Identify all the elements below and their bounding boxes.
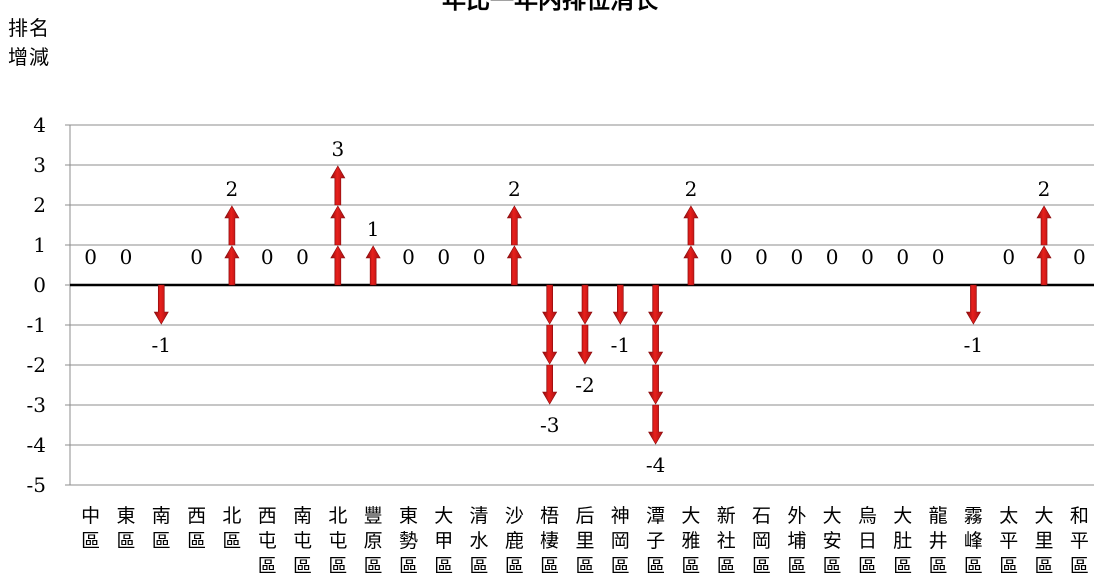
up-arrow <box>224 245 240 286</box>
data-label: 2 <box>226 177 239 201</box>
up-arrow <box>330 245 346 286</box>
data-label: 0 <box>261 245 274 269</box>
down-arrow <box>577 324 593 365</box>
data-label: 0 <box>1073 245 1086 269</box>
x-tick-label: 大肚區 <box>893 505 912 577</box>
data-label: 0 <box>826 245 839 269</box>
data-label: 0 <box>437 245 450 269</box>
data-label: -2 <box>575 373 594 397</box>
y-tick-label: -3 <box>27 393 46 417</box>
x-tick-label: 和平區 <box>1070 505 1089 577</box>
x-tick-label: 潭子區 <box>646 505 665 577</box>
down-arrow <box>542 364 558 405</box>
y-tick-label: 2 <box>33 193 46 217</box>
arrows <box>153 165 1052 445</box>
data-label: -1 <box>152 333 171 357</box>
chart-title: 年比一年内排位消长 <box>0 0 1100 12</box>
down-arrow <box>965 284 981 325</box>
down-arrow <box>648 324 664 365</box>
data-label: 2 <box>685 177 698 201</box>
x-tick-label: 神岡區 <box>611 505 630 577</box>
data-label: 0 <box>932 245 945 269</box>
data-label: 3 <box>331 137 344 161</box>
data-label: 1 <box>367 217 380 241</box>
data-label: 0 <box>296 245 309 269</box>
up-arrow <box>1036 245 1052 286</box>
y-tick-label: 4 <box>33 113 46 137</box>
down-arrow <box>577 284 593 325</box>
up-arrow <box>1036 205 1052 246</box>
y-tick-label: -1 <box>27 313 46 337</box>
data-label: 0 <box>720 245 733 269</box>
x-tick-label: 梧棲區 <box>540 505 559 577</box>
down-arrow <box>648 404 664 445</box>
x-tick-label: 石岡區 <box>752 505 771 577</box>
data-label: 0 <box>190 245 203 269</box>
data-label: 2 <box>1038 177 1051 201</box>
x-tick-label: 清水區 <box>470 505 489 577</box>
down-arrow <box>648 364 664 405</box>
data-label: 0 <box>473 245 486 269</box>
down-arrow <box>542 284 558 325</box>
up-arrow <box>683 205 699 246</box>
up-arrow <box>506 245 522 286</box>
x-tick-label: 東區 <box>116 505 135 552</box>
data-label: 0 <box>84 245 97 269</box>
x-tick-label: 大甲區 <box>434 505 453 577</box>
data-label: 0 <box>861 245 874 269</box>
x-tick-label: 外埔區 <box>787 505 806 577</box>
x-tick-label: 太平區 <box>999 505 1018 577</box>
data-label: 0 <box>896 245 909 269</box>
y-tick-label: -4 <box>27 433 46 457</box>
grid <box>70 124 1094 486</box>
x-tick-label: 后里區 <box>575 505 594 577</box>
data-label: -1 <box>611 333 630 357</box>
down-arrow <box>542 324 558 365</box>
y-tick-label: -2 <box>27 353 46 377</box>
x-tick-label: 大雅區 <box>681 505 700 577</box>
x-tick-label: 烏日區 <box>858 505 877 577</box>
data-label: 0 <box>1002 245 1015 269</box>
x-tick-label: 南屯區 <box>293 505 312 577</box>
data-label: -1 <box>964 333 983 357</box>
x-tick-label: 大里區 <box>1035 505 1054 577</box>
data-label: -4 <box>646 453 665 477</box>
x-tick-label: 豐原區 <box>364 505 383 577</box>
up-arrow <box>224 205 240 246</box>
up-arrow <box>330 165 346 206</box>
down-arrow <box>648 284 664 325</box>
data-label: 0 <box>402 245 415 269</box>
up-arrow <box>506 205 522 246</box>
x-tick-label: 中區 <box>81 505 100 552</box>
x-tick-label: 霧峰區 <box>964 505 983 577</box>
data-label: -3 <box>540 413 559 437</box>
y-tick-label: -5 <box>27 473 46 497</box>
x-tick-label: 龍井區 <box>929 505 948 577</box>
data-label: 2 <box>508 177 521 201</box>
y-tick-label: 3 <box>33 153 46 177</box>
up-arrow <box>683 245 699 286</box>
x-tick-label: 沙鹿區 <box>505 505 524 577</box>
x-tick-label: 北屯區 <box>328 505 347 577</box>
x-tick-label: 大安區 <box>823 505 842 577</box>
data-label: 0 <box>755 245 768 269</box>
y-tick-label: 0 <box>33 273 46 297</box>
y-axis-label: 排名增減 <box>8 16 50 69</box>
x-tick-label: 南區 <box>152 505 171 552</box>
x-tick-label: 北區 <box>222 505 241 552</box>
up-arrow <box>365 245 381 286</box>
y-tick-label: 1 <box>33 233 46 257</box>
x-tick-label: 東勢區 <box>399 505 418 577</box>
down-arrow <box>612 284 628 325</box>
down-arrow <box>153 284 169 325</box>
x-tick-label: 西屯區 <box>258 505 277 577</box>
data-label: 0 <box>790 245 803 269</box>
data-label: 0 <box>120 245 133 269</box>
x-tick-label: 新社區 <box>717 505 736 577</box>
x-tick-label: 西區 <box>187 505 206 552</box>
axes: 43210-1-2-3-4-5中區東區南區西區北區西屯區南屯區北屯區豐原區東勢區… <box>27 113 1094 577</box>
up-arrow <box>330 205 346 246</box>
